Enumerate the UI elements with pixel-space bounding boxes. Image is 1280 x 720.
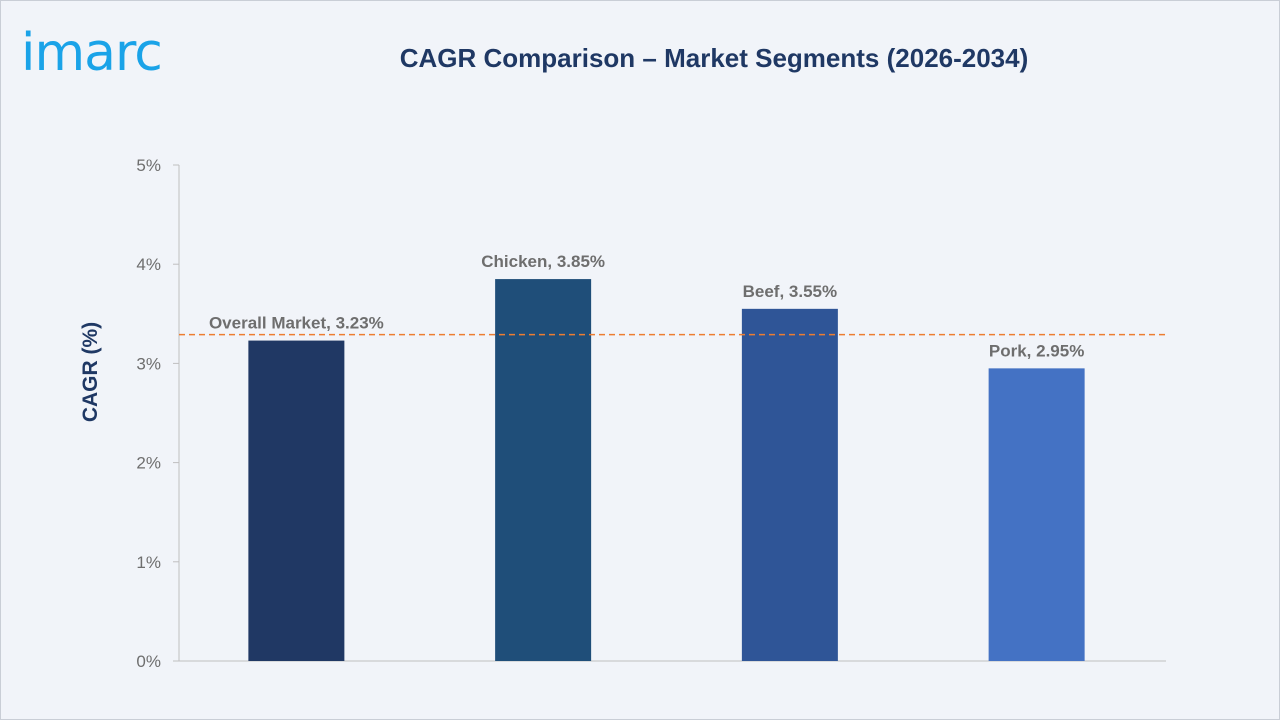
y-tick-label: 0%: [136, 652, 161, 671]
y-tick-label: 5%: [136, 156, 161, 175]
y-tick-label: 4%: [136, 255, 161, 274]
bar-beef: [741, 308, 838, 661]
data-label: Pork, 2.95%: [989, 341, 1084, 360]
y-tick-label: 2%: [136, 454, 161, 473]
y-ticks: 0% 1% 2% 3% 4% 5%: [136, 156, 179, 671]
data-labels-group: Overall Market, 3.23% Chicken, 3.85% Beef,…: [209, 252, 1084, 360]
bar-pork: [988, 368, 1085, 661]
chart-title: CAGR Comparison – Market Segments (2026-…: [399, 43, 1029, 73]
bars-group: [248, 279, 1085, 661]
y-tick-label: 3%: [136, 354, 161, 373]
bar-chicken: [495, 279, 592, 661]
y-axis-group: 0% 1% 2% 3% 4% 5% CAGR (%): [79, 156, 1166, 671]
y-tick-label: 1%: [136, 553, 161, 572]
imarc-logo: imarc: [21, 23, 163, 83]
data-label: Overall Market, 3.23%: [209, 314, 384, 333]
bar-overall-market: [248, 340, 345, 661]
data-label: Chicken, 3.85%: [481, 252, 605, 271]
data-label: Beef, 3.55%: [743, 282, 838, 301]
y-axis-label: CAGR (%): [79, 322, 102, 422]
